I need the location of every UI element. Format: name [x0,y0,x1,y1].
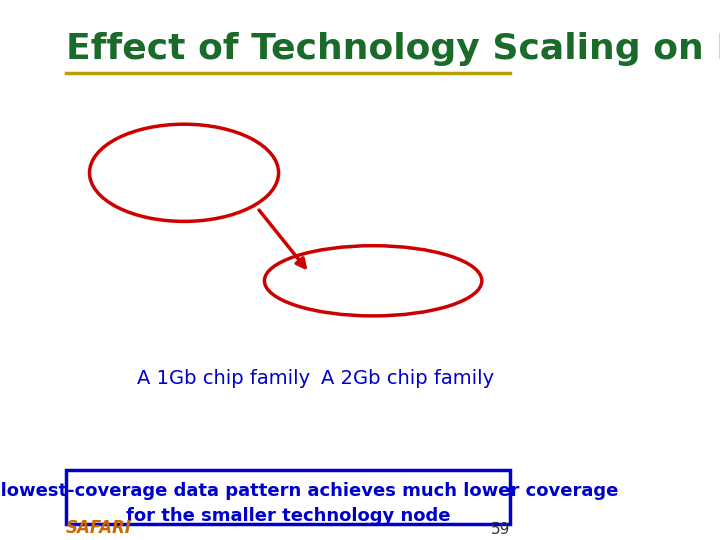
Text: A 1Gb chip family: A 1Gb chip family [137,368,310,388]
Text: for the smaller technology node: for the smaller technology node [126,507,450,524]
Text: SAFARI: SAFARI [66,519,132,537]
Text: 59: 59 [491,522,510,537]
Text: A 2Gb chip family: A 2Gb chip family [321,368,494,388]
Text: Effect of Technology Scaling on DPD: Effect of Technology Scaling on DPD [66,32,720,66]
Text: The lowest-coverage data pattern achieves much lower coverage: The lowest-coverage data pattern achieve… [0,482,618,500]
